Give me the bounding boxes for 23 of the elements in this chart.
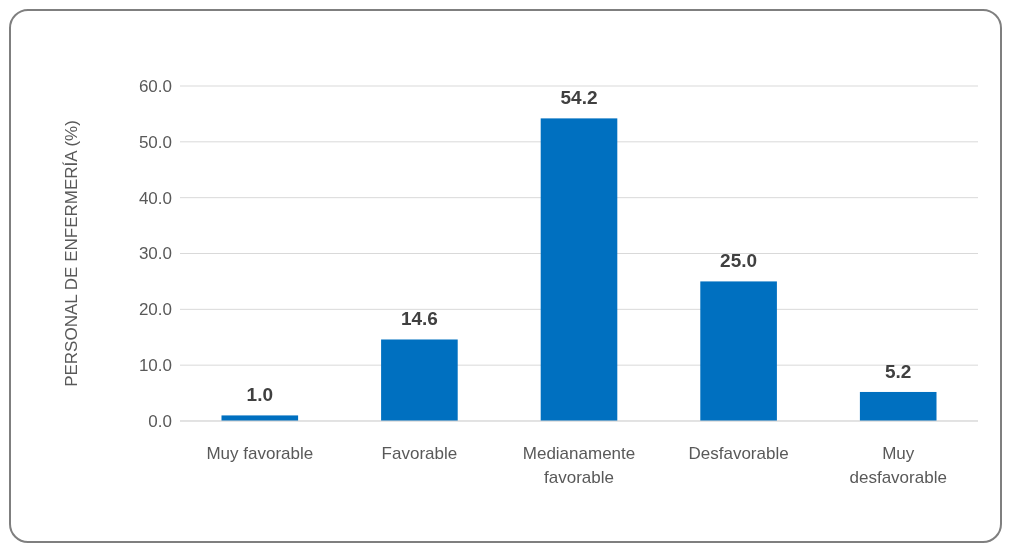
- bar: [540, 118, 618, 421]
- x-tick-label: Muy favorable: [206, 444, 314, 463]
- bar: [859, 391, 937, 421]
- data-label: 25.0: [720, 250, 758, 272]
- bar: [700, 281, 777, 421]
- x-tick-label: Muy desfavorable: [849, 444, 947, 487]
- data-label: 54.2: [560, 87, 598, 109]
- y-tick-label: 10.0: [138, 356, 172, 376]
- data-label: 1.0: [246, 384, 274, 406]
- x-tick-label: Favorable: [381, 444, 458, 463]
- y-tick-label: 60.0: [138, 76, 172, 96]
- bar: [221, 415, 299, 421]
- data-label: 5.2: [884, 360, 912, 382]
- y-tick-label: 40.0: [138, 188, 172, 208]
- y-tick-label: 30.0: [138, 244, 172, 264]
- y-tick-label: 50.0: [138, 132, 172, 152]
- x-tick-label: Desfavorable: [688, 444, 789, 463]
- bar: [381, 339, 458, 421]
- y-axis-title: PERSONAL DE ENFERMERÍA (%): [62, 120, 81, 387]
- data-label: 14.6: [400, 308, 438, 330]
- x-tick-label: Medianamente favorable: [522, 444, 636, 487]
- y-tick-label: 0.0: [148, 411, 172, 431]
- y-tick-label: 20.0: [138, 300, 172, 320]
